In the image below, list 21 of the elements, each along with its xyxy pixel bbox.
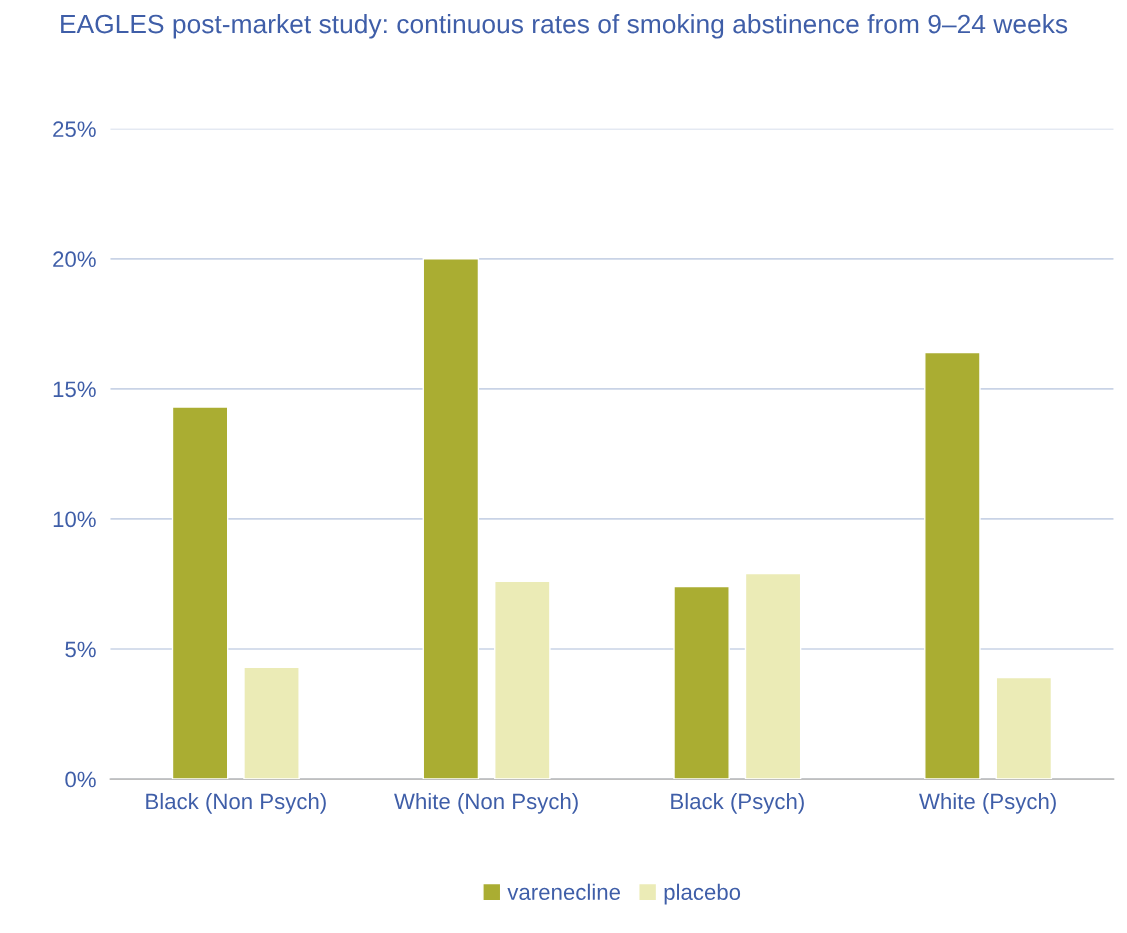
chart-title: EAGLES post-market study: continuous rates of smoking abstinence from 9–24 weeks: [61, 14, 1068, 39]
bar: [243, 666, 300, 780]
y-tick-label: 25%: [53, 121, 96, 138]
bar: [995, 676, 1053, 780]
bar: [494, 580, 551, 780]
y-tick-label: 10%: [53, 511, 96, 528]
bar: [673, 585, 730, 780]
y-tick-label: 0%: [65, 771, 96, 788]
bar: [171, 406, 229, 780]
bar: [744, 572, 802, 780]
x-tick-label: Black (Psych): [671, 792, 804, 814]
legend-label: placebo: [664, 883, 741, 905]
x-tick-label: White (Psych): [919, 792, 1056, 814]
bar: [422, 258, 480, 780]
y-tick-label: 20%: [53, 251, 96, 268]
bar: [924, 351, 981, 780]
x-tick-label: White (Non Psych): [394, 792, 578, 814]
legend-label: varenecline: [507, 883, 620, 901]
y-tick-label: 15%: [53, 381, 96, 398]
y-tick-label: 5%: [65, 641, 96, 658]
x-tick-label: Black (Non Psych): [146, 792, 326, 814]
